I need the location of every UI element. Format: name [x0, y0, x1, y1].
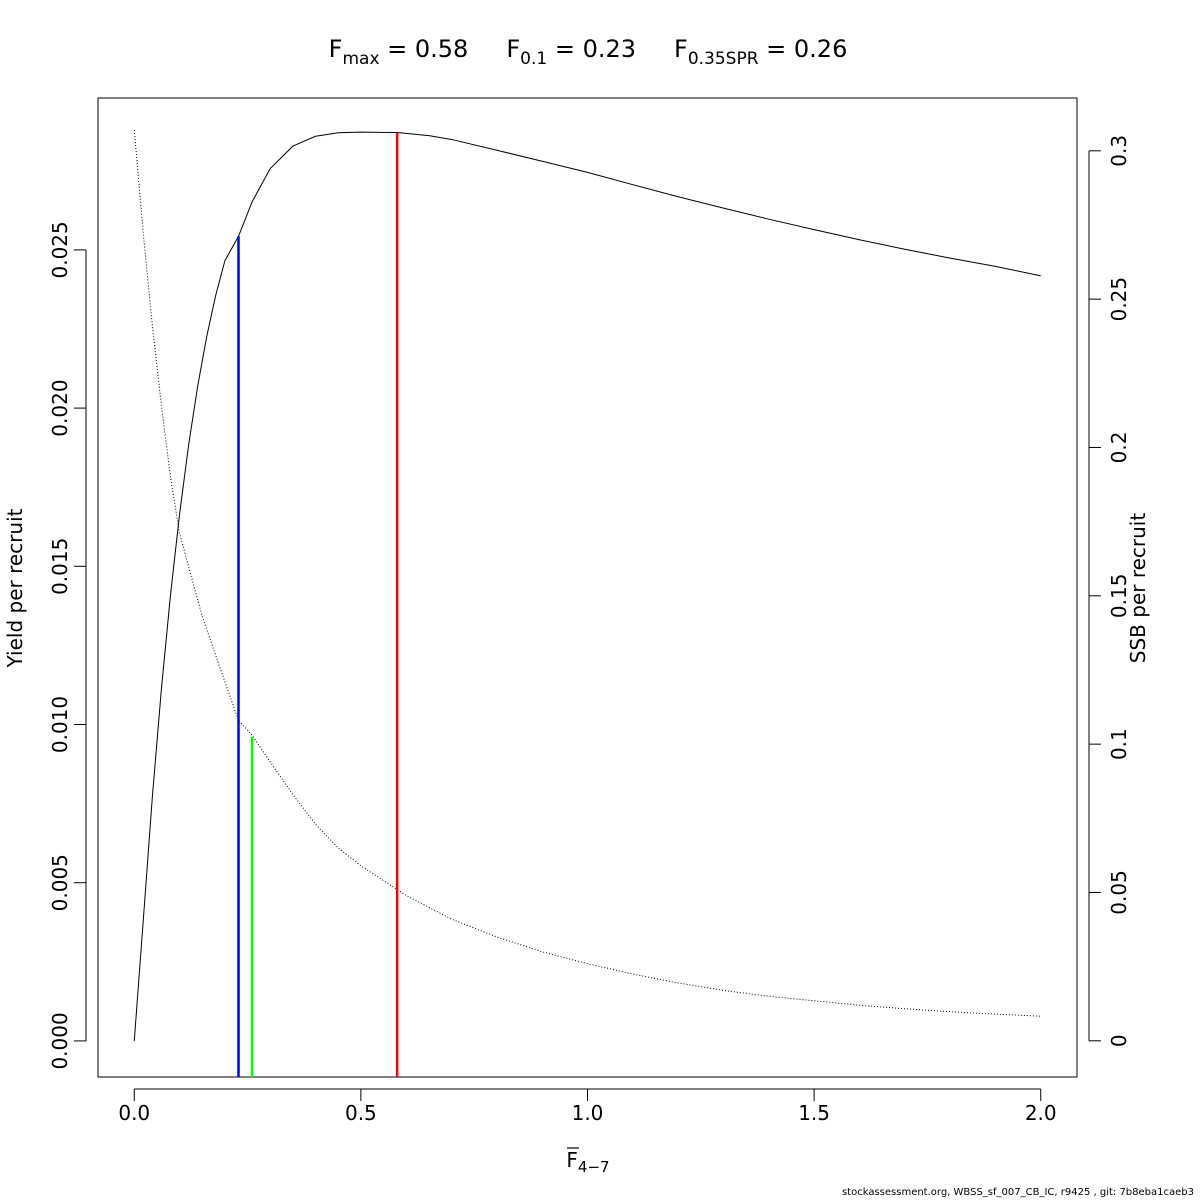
x-label-symbol: F	[566, 1148, 578, 1172]
y-left-tick-label: 0.005	[48, 854, 72, 911]
y-left-tick-label: 0.010	[48, 696, 72, 753]
title-value: 0.58	[415, 35, 468, 63]
x-tick-label: 0.5	[345, 1101, 377, 1125]
x-tick-label: 0.0	[118, 1101, 150, 1125]
y-right-tick-label: 0.25	[1107, 277, 1131, 322]
y-axis-right: 0 0.05 0.1 0.15 0.2 0.25 0.3	[1088, 135, 1131, 1047]
y-left-tick-label: 0.025	[48, 221, 72, 278]
title-equals: =	[380, 35, 415, 63]
footer-note: stockassessment.org, WBSS_sf_007_CB_IC, …	[841, 1187, 1194, 1198]
title-value: 0.23	[583, 35, 636, 63]
y-right-tick-label: 0.1	[1107, 728, 1131, 760]
y-axis-right-label: SSB per recruit	[1126, 513, 1150, 664]
x-label-subscript: 4−7	[578, 1158, 610, 1176]
y-right-tick-label: 0.15	[1107, 574, 1131, 619]
title-equals: =	[759, 35, 794, 63]
curves-layer	[133, 129, 1041, 1041]
title-subscript: max	[342, 49, 379, 69]
title-symbol: F	[674, 35, 688, 63]
plot-area-frame	[97, 97, 1078, 1078]
title-equals: =	[547, 35, 582, 63]
y-right-tick-label: 0.2	[1107, 432, 1131, 464]
y-right-tick-label: 0	[1107, 1034, 1131, 1047]
title-symbol: F	[329, 35, 343, 63]
yield-curve	[133, 131, 1041, 1041]
x-tick-label: 1.5	[798, 1101, 830, 1125]
x-axis: 0.0 0.5 1.0 1.5 2.0	[118, 1088, 1057, 1125]
reference-lines-layer	[237, 132, 399, 1077]
x-axis-label-text: F4−7	[566, 1148, 609, 1176]
y-left-tick-label: 0.000	[48, 1012, 72, 1069]
x-tick-label: 1.0	[572, 1101, 604, 1125]
title-symbol: F	[506, 35, 520, 63]
y-left-tick-label: 0.015	[48, 538, 72, 595]
ssb-curve	[133, 129, 1041, 1017]
y-right-tick-label: 0.3	[1107, 135, 1131, 167]
x-tick-label: 2.0	[1025, 1101, 1057, 1125]
title-value: 0.26	[794, 35, 847, 63]
title-subscript: 0.1	[520, 49, 547, 69]
y-axis-left: 0.000 0.005 0.010 0.015 0.020 0.025	[48, 221, 87, 1070]
title-subscript: 0.35SPR	[688, 49, 759, 69]
x-axis-label: F4−7	[566, 1147, 610, 1176]
chart-title-text: Fmax = 0.58 F0.1 = 0.23 F0.35SPR = 0.26	[329, 35, 848, 69]
chart-title: Fmax = 0.58 F0.1 = 0.23 F0.35SPR = 0.26	[329, 35, 848, 69]
y-axis-left-label: Yield per recruit	[3, 508, 27, 668]
y-left-tick-label: 0.020	[48, 379, 72, 436]
y-right-tick-label: 0.05	[1107, 870, 1131, 915]
